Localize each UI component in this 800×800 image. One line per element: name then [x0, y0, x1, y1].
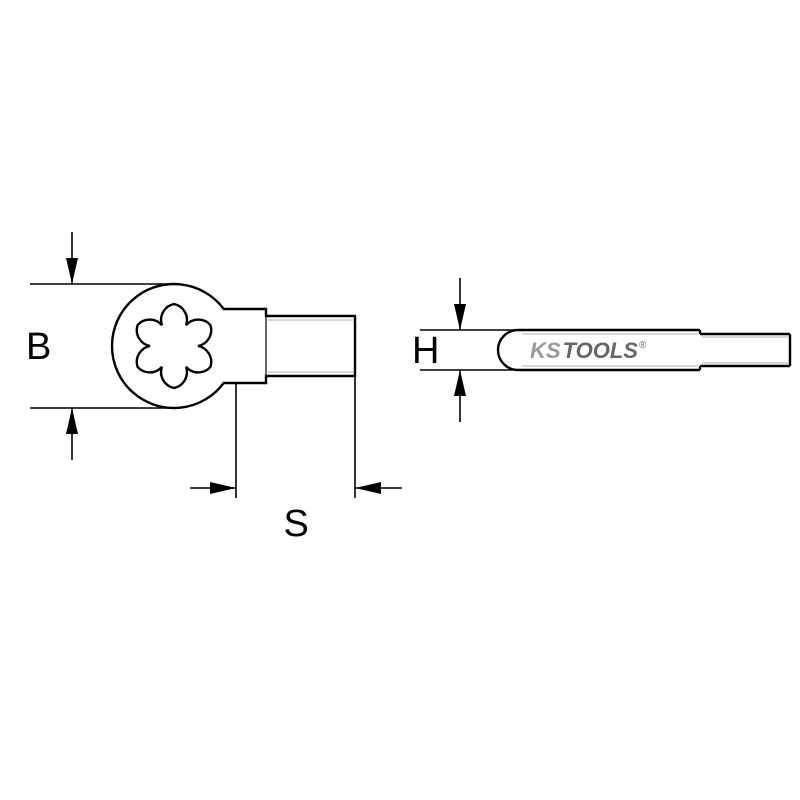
technical-diagram: B S H KSTOOLS®	[0, 0, 800, 800]
dim-label-H: H	[412, 330, 439, 372]
dim-label-S: S	[284, 503, 309, 545]
brand-logo: KSTOOLS®	[530, 338, 647, 363]
dim-label-B: B	[26, 326, 51, 368]
torx-star	[137, 304, 211, 388]
